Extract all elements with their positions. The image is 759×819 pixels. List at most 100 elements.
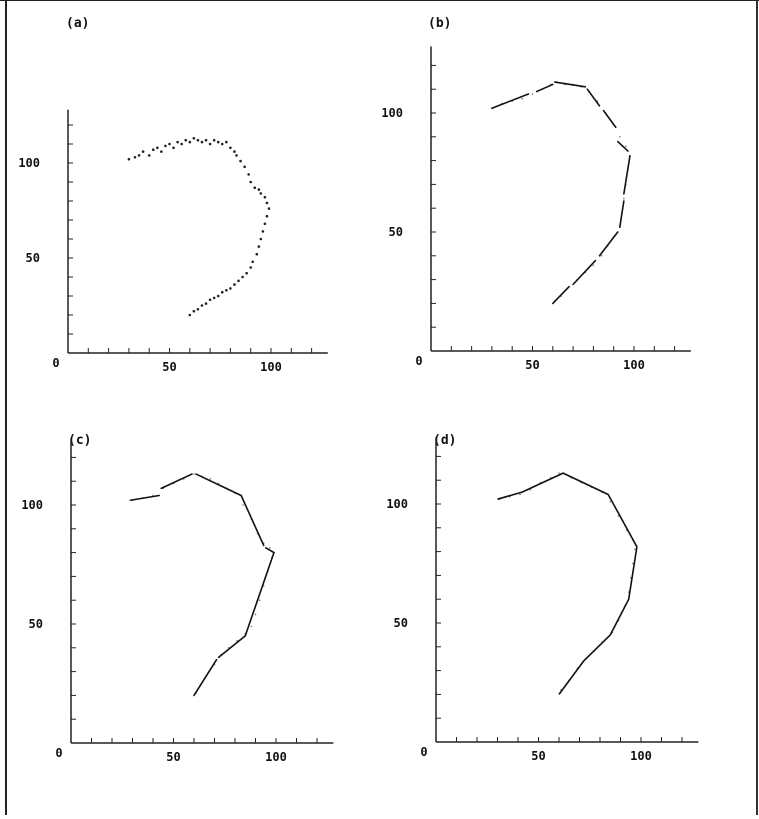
data-point <box>209 478 212 480</box>
data-point <box>204 302 208 305</box>
data-point <box>220 142 224 146</box>
y-tick-label: 100 <box>386 497 408 511</box>
y-tick-label: 100 <box>18 156 40 170</box>
data-point <box>192 137 196 140</box>
data-point <box>265 201 269 205</box>
data-point <box>258 599 261 601</box>
fit-segment <box>240 494 265 547</box>
x-tick-label: 100 <box>260 360 282 374</box>
fit-segment <box>491 93 530 110</box>
data-point <box>141 150 145 153</box>
x-tick-label: 100 <box>623 358 645 372</box>
data-point <box>259 192 263 195</box>
data-point <box>147 154 151 157</box>
data-point <box>225 289 228 292</box>
fit-segment <box>195 473 242 497</box>
data-point <box>632 562 634 565</box>
data-point <box>229 146 232 150</box>
fit-segment <box>598 231 619 257</box>
data-point <box>257 188 261 191</box>
data-point <box>600 255 603 257</box>
data-point <box>257 245 261 248</box>
data-point <box>164 144 167 148</box>
data-point <box>180 142 183 146</box>
data-point <box>233 283 236 286</box>
panel-label: (d) <box>433 433 456 448</box>
x-tick-label: 100 <box>265 750 287 764</box>
panel-b: (b) 0 50 100 50 100 <box>381 16 691 372</box>
data-point <box>609 500 612 503</box>
panel-label: (b) <box>428 16 451 31</box>
data-point <box>253 186 257 189</box>
fit-segment <box>129 494 160 502</box>
data-point <box>261 230 265 233</box>
data-point <box>225 140 228 144</box>
data-point <box>212 138 216 142</box>
data-point <box>247 173 250 176</box>
panel-label: (a) <box>66 16 89 31</box>
data-point <box>200 140 204 144</box>
y-tick-label: 50 <box>389 225 403 239</box>
x-tick-label: 50 <box>162 360 176 374</box>
data-point <box>242 504 244 506</box>
data-point <box>634 548 636 551</box>
data-point <box>521 97 524 100</box>
data-point <box>629 576 632 579</box>
panel-label: (c) <box>68 433 91 448</box>
panel-a: (a) 0 50 100 50 100 <box>18 16 328 374</box>
x-tick-label: 50 <box>525 358 539 372</box>
x-tick-label: 0 <box>420 745 427 759</box>
data-point <box>133 156 137 159</box>
data-point <box>265 214 269 218</box>
data-point <box>220 290 224 294</box>
data-point <box>625 145 627 148</box>
data-point <box>235 154 238 157</box>
data-point <box>558 472 560 474</box>
data-point <box>184 138 188 142</box>
data-point <box>176 140 179 144</box>
panel-d: (d) 0 50 100 50 100 <box>386 433 699 763</box>
fit-segment <box>616 140 629 152</box>
figure-border-left <box>5 0 7 815</box>
data-point <box>137 154 141 157</box>
data-point <box>245 271 248 275</box>
fit-segment <box>572 259 597 286</box>
data-point <box>196 308 200 311</box>
data-point <box>249 180 252 184</box>
data-point <box>127 157 131 161</box>
x-tick-label: 0 <box>52 356 59 370</box>
data-point <box>250 625 253 628</box>
data-point <box>243 165 246 169</box>
fit-segment <box>535 83 554 93</box>
data-point <box>592 264 595 267</box>
y-tick-label: 50 <box>29 617 43 631</box>
data-point <box>259 237 263 241</box>
data-point <box>156 146 159 150</box>
x-tick-label: 0 <box>55 746 62 760</box>
figure-border-top <box>0 0 759 1</box>
data-point <box>263 222 267 226</box>
y-tick-label: 100 <box>381 106 403 120</box>
data-point <box>249 266 252 269</box>
data-point <box>241 275 244 279</box>
y-tick-label: 50 <box>394 616 408 630</box>
data-point <box>263 195 267 199</box>
data-point <box>212 296 216 300</box>
data-point <box>151 148 155 151</box>
fit-segment <box>160 473 193 490</box>
x-tick-label: 50 <box>166 750 180 764</box>
data-point <box>204 138 208 142</box>
panel-c: (c) 0 50 100 50 100 <box>21 433 334 764</box>
data-point <box>233 150 236 153</box>
data-point <box>196 138 200 142</box>
data-point <box>237 279 240 283</box>
data-point <box>519 493 521 496</box>
data-point <box>188 140 192 144</box>
data-point <box>251 260 255 264</box>
data-point <box>531 93 534 95</box>
data-point <box>216 140 220 144</box>
data-point <box>236 639 238 642</box>
fit-segment <box>551 285 570 305</box>
x-tick-label: 100 <box>630 749 652 763</box>
